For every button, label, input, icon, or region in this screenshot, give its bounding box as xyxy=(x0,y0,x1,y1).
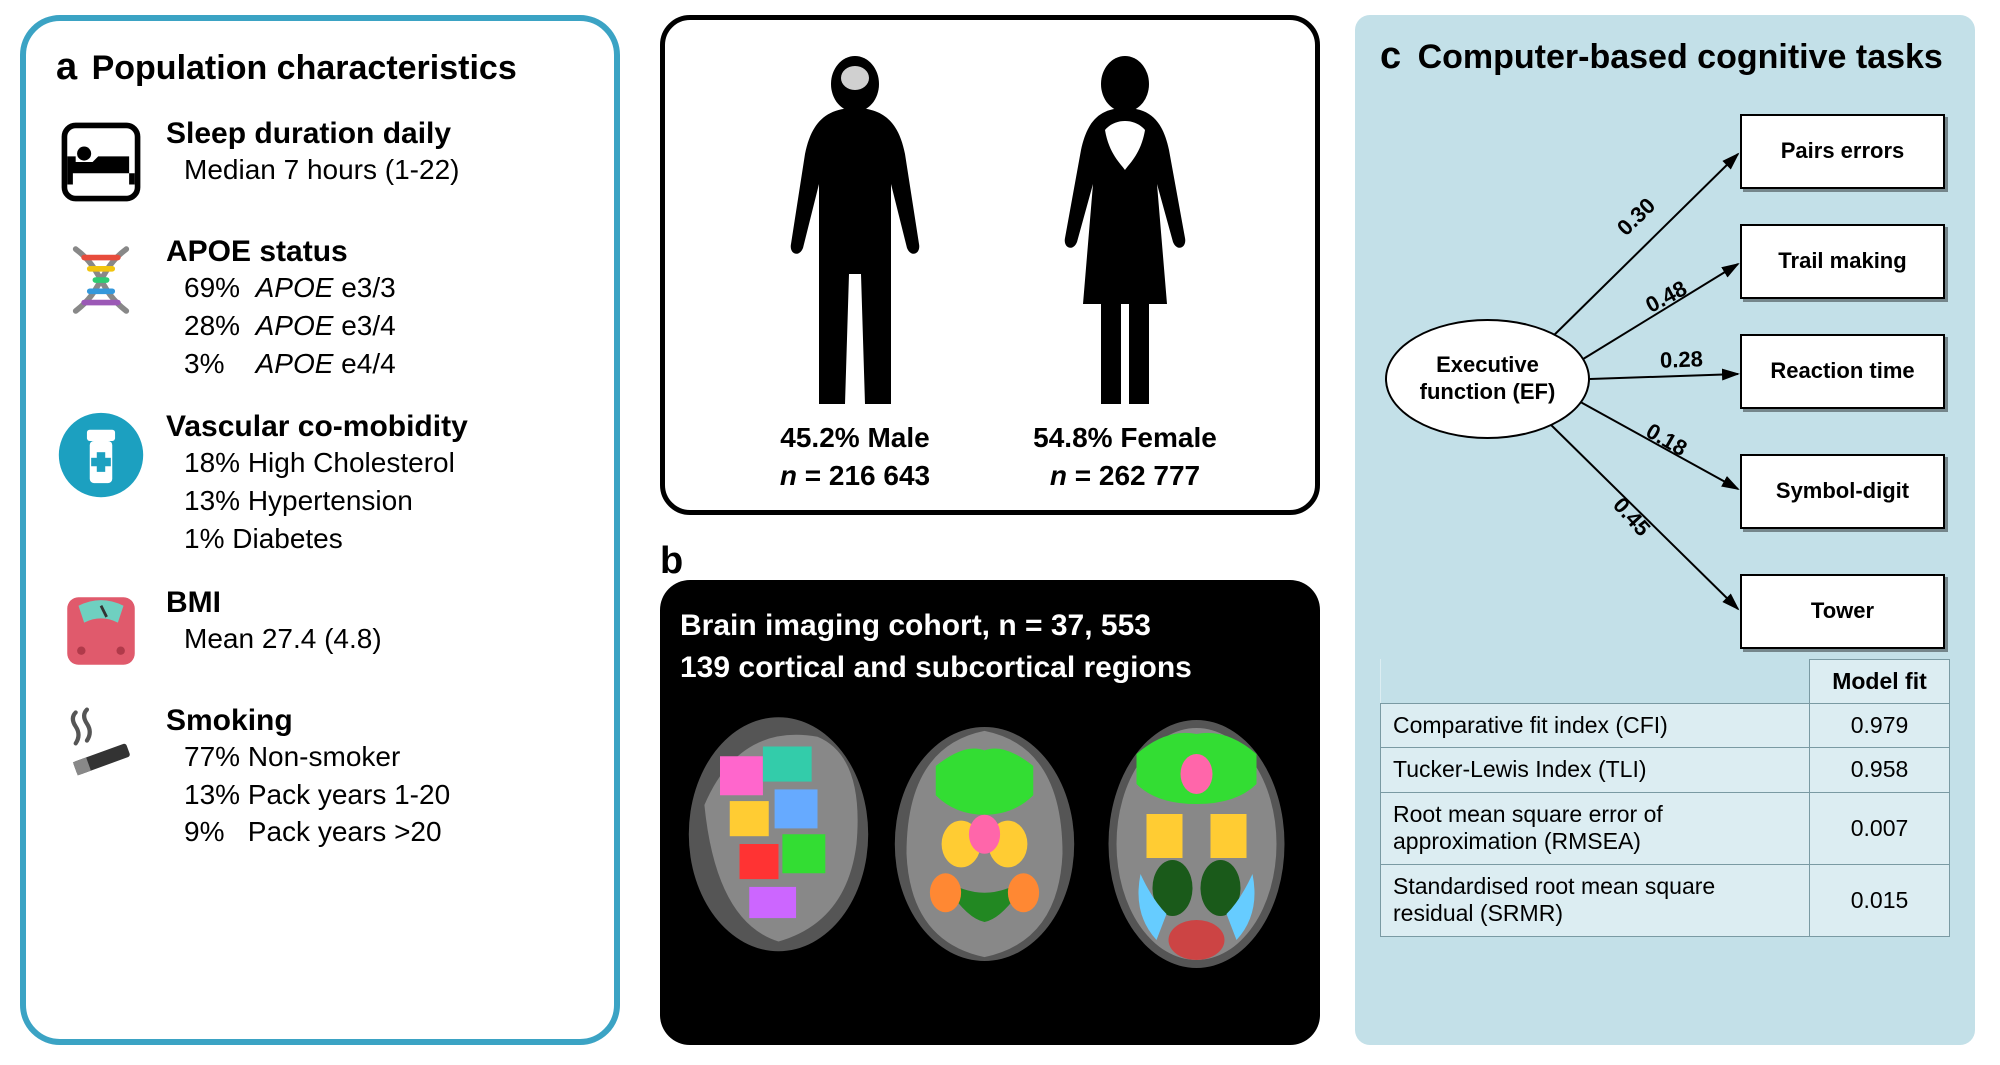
fit-metric: Root mean square error of approximation … xyxy=(1381,792,1810,864)
characteristic-line: 13% Hypertension xyxy=(184,482,589,520)
task-box: Trail making xyxy=(1740,224,1945,299)
male-silhouette-icon xyxy=(750,54,960,414)
scale-icon xyxy=(56,586,146,676)
fit-value: 0.979 xyxy=(1810,703,1950,748)
sem-diagram: Executive function (EF) Pairs errors 0.30… xyxy=(1380,89,1950,659)
characteristic-item: Vascular co-mobidity18% High Cholesterol… xyxy=(56,410,589,557)
panel-population: 45.2% Male n = 216 643 54.8% Female n = … xyxy=(660,15,1320,515)
fit-value: 0.015 xyxy=(1810,864,1950,936)
characteristic-line: 18% High Cholesterol xyxy=(184,444,589,482)
characteristic-line: 13% Pack years 1-20 xyxy=(184,776,589,814)
characteristic-line: 77% Non-smoker xyxy=(184,738,589,776)
male-n-eq: = 216 643 xyxy=(797,460,930,491)
loading-label: 0.48 xyxy=(1641,275,1691,318)
panel-c-label: c xyxy=(1380,35,1401,77)
characteristic-text: BMIMean 27.4 (4.8) xyxy=(166,586,589,658)
pill-bottle-icon xyxy=(56,410,146,500)
brain-coronal-icon xyxy=(887,704,1082,984)
table-row: Root mean square error of approximation … xyxy=(1381,792,1950,864)
loading-label: 0.18 xyxy=(1641,418,1691,462)
panel-b: Brain imaging cohort, n = 37, 553 139 co… xyxy=(660,580,1320,1045)
characteristic-line: 28% APOE e3/4 xyxy=(184,307,589,345)
male-pct: 45.2% Male xyxy=(780,422,929,453)
table-row: Comparative fit index (CFI)0.979 xyxy=(1381,703,1950,748)
brain-row xyxy=(680,704,1300,984)
loading-label: 0.28 xyxy=(1660,346,1704,373)
fit-metric: Tucker-Lewis Index (TLI) xyxy=(1381,748,1810,793)
panel-c-header: c Computer-based cognitive tasks xyxy=(1380,35,1950,79)
brain-sagittal-icon xyxy=(681,704,876,984)
table-row: Tucker-Lewis Index (TLI)0.958 xyxy=(1381,748,1950,793)
female-pct: 54.8% Female xyxy=(1033,422,1217,453)
fit-metric: Comparative fit index (CFI) xyxy=(1381,703,1810,748)
brain-axial-icon xyxy=(1094,704,1299,984)
characteristic-heading: APOE status xyxy=(166,235,589,269)
silhouette-row: 45.2% Male n = 216 643 54.8% Female n = … xyxy=(750,35,1230,495)
panel-a: a Population characteristics Sleep durat… xyxy=(20,15,620,1045)
characteristic-line: 9% Pack years >20 xyxy=(184,813,589,851)
characteristic-heading: Smoking xyxy=(166,704,589,738)
task-box: Pairs errors xyxy=(1740,114,1945,189)
female-caption: 54.8% Female n = 262 777 xyxy=(1020,419,1230,495)
characteristic-heading: Sleep duration daily xyxy=(166,117,589,151)
fit-header: Model fit xyxy=(1810,659,1950,703)
female-silhouette-icon xyxy=(1020,54,1230,414)
task-box: Tower xyxy=(1740,574,1945,649)
fit-metric: Standardised root mean square residual (… xyxy=(1381,864,1810,936)
loading-label: 0.30 xyxy=(1612,192,1661,240)
characteristic-text: APOE status69% APOE e3/328% APOE e3/43% … xyxy=(166,235,589,382)
ef-latent-oval: Executive function (EF) xyxy=(1385,319,1590,439)
characteristic-text: Smoking77% Non-smoker13% Pack years 1-20… xyxy=(166,704,589,851)
characteristic-text: Sleep duration dailyMedian 7 hours (1-22… xyxy=(166,117,589,189)
bed-icon xyxy=(56,117,146,207)
fit-value: 0.958 xyxy=(1810,748,1950,793)
panel-b-line1: Brain imaging cohort, n = 37, 553 xyxy=(680,609,1151,642)
panel-a-label: a xyxy=(56,46,77,88)
characteristic-heading: BMI xyxy=(166,586,589,620)
panel-c: c Computer-based cognitive tasks Executi… xyxy=(1355,15,1975,1045)
characteristic-line: Median 7 hours (1-22) xyxy=(184,151,589,189)
characteristic-line: 1% Diabetes xyxy=(184,520,589,558)
female-n-eq: = 262 777 xyxy=(1067,460,1200,491)
loading-label: 0.45 xyxy=(1607,492,1655,541)
male-column: 45.2% Male n = 216 643 xyxy=(750,54,960,495)
task-box: Symbol-digit xyxy=(1740,454,1945,529)
cigarette-icon xyxy=(56,704,146,794)
table-row: Standardised root mean square residual (… xyxy=(1381,864,1950,936)
panel-b-text: Brain imaging cohort, n = 37, 553 139 co… xyxy=(680,605,1300,689)
characteristic-item: Sleep duration dailyMedian 7 hours (1-22… xyxy=(56,117,589,207)
characteristic-item: Smoking77% Non-smoker13% Pack years 1-20… xyxy=(56,704,589,851)
characteristic-heading: Vascular co-mobidity xyxy=(166,410,589,444)
characteristic-line: 69% APOE e3/3 xyxy=(184,269,589,307)
task-box: Reaction time xyxy=(1740,334,1945,409)
characteristic-item: APOE status69% APOE e3/328% APOE e3/43% … xyxy=(56,235,589,382)
dna-icon xyxy=(56,235,146,325)
characteristic-line: 3% APOE e4/4 xyxy=(184,345,589,383)
panel-b-label: b xyxy=(660,540,683,583)
characteristic-text: Vascular co-mobidity18% High Cholesterol… xyxy=(166,410,589,557)
female-column: 54.8% Female n = 262 777 xyxy=(1020,54,1230,495)
panel-a-header: a Population characteristics xyxy=(56,46,589,89)
fit-value: 0.007 xyxy=(1810,792,1950,864)
male-caption: 45.2% Male n = 216 643 xyxy=(750,419,960,495)
characteristic-item: BMIMean 27.4 (4.8) xyxy=(56,586,589,676)
panel-c-title: Computer-based cognitive tasks xyxy=(1418,38,1943,76)
panel-b-line2: 139 cortical and subcortical regions xyxy=(680,651,1192,684)
panel-a-title: Population characteristics xyxy=(92,49,517,87)
panel-a-items: Sleep duration dailyMedian 7 hours (1-22… xyxy=(56,117,589,851)
model-fit-table: Model fit Comparative fit index (CFI)0.9… xyxy=(1380,659,1950,938)
characteristic-line: Mean 27.4 (4.8) xyxy=(184,620,589,658)
